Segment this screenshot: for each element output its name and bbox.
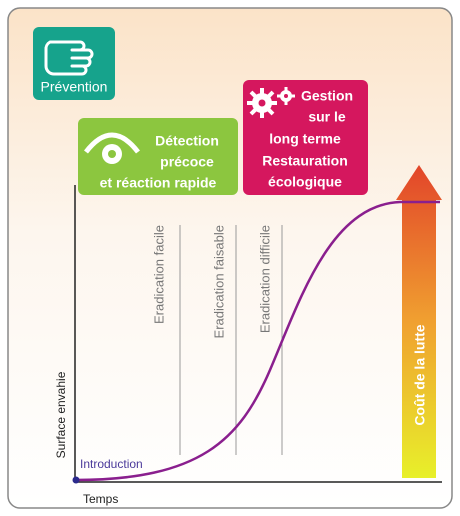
management-line: écologique (268, 174, 342, 190)
introduction-label: Introduction (80, 457, 143, 471)
prevention-box: Prévention (33, 27, 115, 100)
eradication-label: Eradication difficile (257, 225, 272, 333)
management-line: long terme (269, 131, 341, 147)
management-line: Restauration (262, 153, 348, 169)
detection-line: Détection (155, 133, 219, 149)
eradication-label: Eradication faisable (211, 225, 226, 338)
eye-icon (108, 150, 116, 158)
management-line: Gestion (301, 88, 353, 104)
eradication-label: Eradication facile (151, 225, 166, 324)
prevention-label: Prévention (41, 79, 108, 95)
cost-label: Coût de la lutte (412, 324, 428, 425)
gear-icon (247, 87, 295, 118)
detection-line: et réaction rapide (100, 175, 217, 191)
y-axis-label: Surface envahie (54, 371, 68, 458)
detection-line: précoce (160, 154, 214, 170)
management-line: sur le (308, 109, 346, 125)
introduction-point (72, 476, 80, 484)
x-axis-label: Temps (83, 492, 118, 506)
hand-icon (44, 40, 94, 76)
invasion-curve (74, 200, 440, 482)
eye-icon (84, 132, 140, 154)
cost-arrow (396, 165, 442, 478)
management-box: Gestion sur le long terme Restauration é… (243, 80, 368, 195)
detection-box: Détection précoce et réaction rapide (78, 118, 238, 195)
